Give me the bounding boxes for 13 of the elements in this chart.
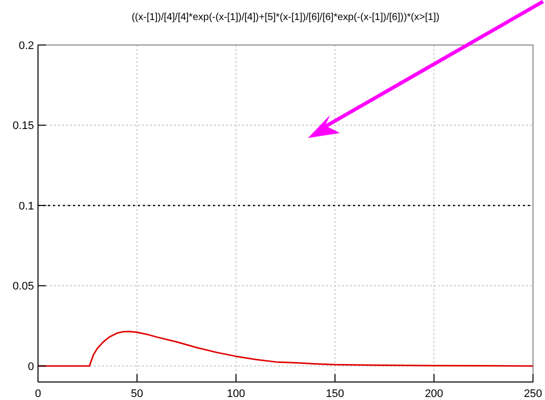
x-tick-label: 200 bbox=[424, 388, 444, 400]
line-series bbox=[37, 330, 534, 367]
x-tick-label: 50 bbox=[130, 388, 144, 400]
y-tick-label: 0 bbox=[28, 360, 34, 373]
y-tick-label: 0.05 bbox=[12, 280, 34, 293]
y-tick-label: 0.2 bbox=[18, 40, 34, 52]
x-tick-label: 0 bbox=[34, 388, 42, 400]
y-tick-label: 0.15 bbox=[12, 120, 34, 132]
chart-title: ((x-[1])/[4]/[4]*exp(-(x-[1])/[4])+[5]*(x-[1])/[6]/[6]*exp(-(x-[1])/[6]))*(x>[1]) bbox=[132, 12, 440, 23]
y-tick-label: 0.1 bbox=[18, 200, 34, 212]
x-tick-label: 100 bbox=[226, 388, 246, 400]
x-tick-label: 250 bbox=[524, 388, 542, 400]
x-tick-label: 150 bbox=[326, 388, 344, 400]
